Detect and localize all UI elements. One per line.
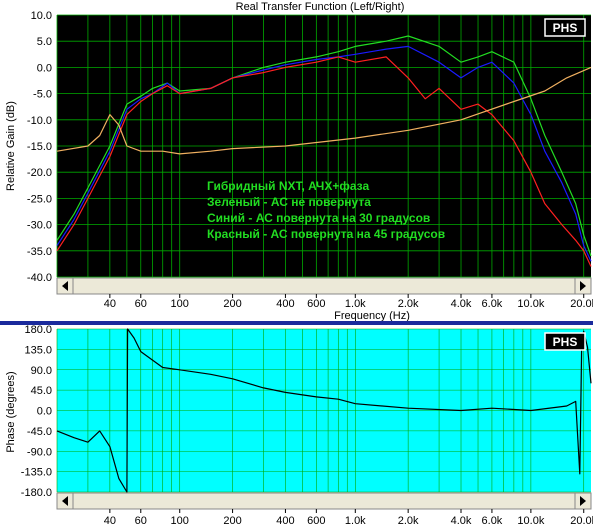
x-tick-label: 2.0k: [398, 515, 419, 527]
annotation-line: Зеленый - АС не повернута: [207, 195, 371, 209]
series-line: [56, 35, 592, 257]
x-tick-label: 6.0k: [482, 515, 503, 527]
chart-title: Real Transfer Function (Left/Right): [236, 1, 405, 13]
x-tick-label: 20.0k: [570, 515, 593, 527]
magnitude-grid: [56, 14, 591, 278]
y-tick-label: -25.0: [27, 193, 52, 205]
x-tick-label: 4.0k: [451, 515, 472, 527]
phase-x-tick-labels: 40 60 100 200 400 600 1.0k 2.0k 4.0k 6.0k 10.0k 20.…: [104, 509, 593, 527]
y-tick-label: 0.0: [37, 406, 52, 418]
y-tick-label: 10.0: [31, 10, 52, 22]
y-tick-label: -10.0: [27, 115, 52, 127]
x-tick-label: 1.0k: [345, 515, 366, 527]
y-tick-label: -35.0: [27, 246, 52, 258]
arrow-left-icon: [62, 496, 68, 506]
x-tick-label: 100: [171, 298, 189, 310]
svg-text:PHS: PHS: [553, 335, 578, 349]
phs-badge-bottom: PHS: [544, 332, 586, 351]
annotation-block: Гибридный NXT, АЧХ+фаза Зеленый - АС не …: [207, 179, 445, 241]
y-tick-label: 90.0: [31, 365, 52, 377]
y-tick-label: -45.0: [27, 426, 52, 438]
arrow-right-icon: [580, 496, 586, 506]
annotation-line: Синий - АС повернута на 30 градусов: [207, 211, 430, 225]
phase-series: [56, 328, 592, 493]
y-tick-label: -90.0: [27, 446, 52, 458]
annotation-line: Гибридный NXT, АЧХ+фаза: [207, 179, 369, 193]
x-tick-label: 1.0k: [345, 298, 366, 310]
arrow-right-icon: [580, 281, 586, 291]
phase-y-axis-label: Phase (degrees): [5, 371, 17, 452]
y-tick-label: -20.0: [27, 167, 52, 179]
y-tick-label: 0.0: [37, 62, 52, 74]
phase-x-scrollbar[interactable]: [56, 492, 592, 510]
y-tick-label: -40.0: [27, 272, 52, 284]
phase-y-tick-labels: 180.0 135.0 90.0 45.0 0.0 -45.0 -90.0 -135.0 -18…: [21, 324, 52, 499]
x-tick-label: 10.0k: [517, 298, 544, 310]
x-axis-label: Frequency (Hz): [334, 310, 410, 322]
pane-divider[interactable]: [0, 321, 593, 325]
magnitude-x-tick-labels: 40 60 100 200 400 600 1.0k 2.0k 4.0k 6.0k 10.0k 20.…: [104, 294, 593, 310]
y-tick-label: 45.0: [31, 385, 52, 397]
magnitude-series: [56, 35, 592, 267]
y-tick-label: -30.0: [27, 220, 52, 232]
x-tick-label: 6.0k: [482, 298, 503, 310]
x-tick-label: 40: [104, 515, 116, 527]
magnitude-x-scrollbar[interactable]: [56, 277, 592, 295]
y-tick-label: 5.0: [37, 36, 52, 48]
y-tick-label: 180.0: [24, 324, 52, 336]
x-tick-label: 60: [135, 515, 147, 527]
magnitude-y-tick-labels: 10.0 5.0 0.0 -5.0 -10.0 -15.0 -20.0 -25.0 -30.0 -…: [27, 10, 52, 284]
phase-grid: [56, 328, 591, 493]
x-tick-label: 200: [223, 298, 241, 310]
series-line: [56, 56, 592, 267]
annotation-line: Красный - АС повернута на 45 градусов: [207, 227, 445, 241]
y-tick-label: -180.0: [21, 487, 52, 499]
x-tick-label: 20.0k: [570, 298, 593, 310]
x-tick-label: 400: [276, 298, 294, 310]
x-tick-label: 600: [307, 515, 325, 527]
x-tick-label: 200: [223, 515, 241, 527]
y-tick-label: -135.0: [21, 467, 52, 479]
series-line: [56, 328, 592, 493]
arrow-left-icon: [62, 281, 68, 291]
x-tick-label: 10.0k: [517, 515, 544, 527]
x-tick-label: 40: [104, 298, 116, 310]
x-tick-label: 100: [171, 515, 189, 527]
svg-text:PHS: PHS: [553, 21, 578, 35]
x-tick-label: 2.0k: [398, 298, 419, 310]
y-tick-label: -15.0: [27, 141, 52, 153]
x-tick-label: 4.0k: [451, 298, 472, 310]
x-tick-label: 600: [307, 298, 325, 310]
y-axis-label: Relative Gain (dB): [5, 101, 17, 191]
x-tick-label: 60: [135, 298, 147, 310]
x-tick-label: 400: [276, 515, 294, 527]
phs-badge-top: PHS: [544, 18, 586, 37]
series-line: [56, 66, 592, 155]
y-tick-label: 135.0: [24, 344, 52, 356]
y-tick-label: -5.0: [33, 89, 52, 101]
